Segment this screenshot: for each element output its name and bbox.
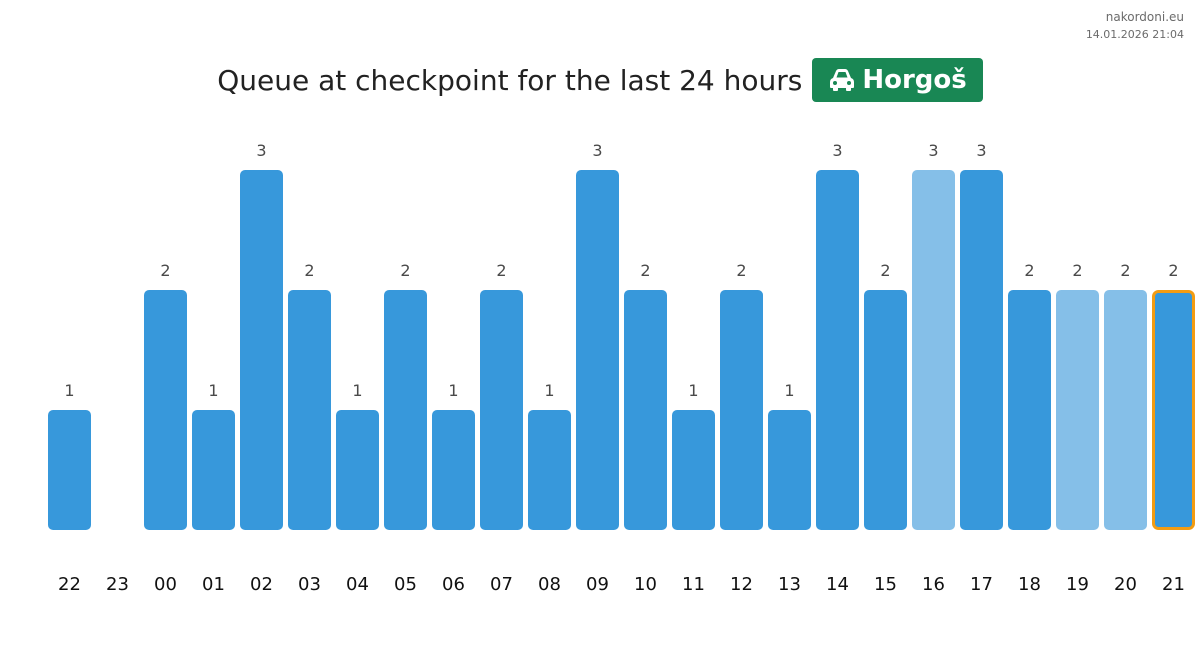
value-label-04: 1	[352, 381, 362, 400]
bar-18	[1008, 290, 1051, 530]
bar-22	[48, 410, 91, 530]
value-label-15: 2	[880, 261, 890, 280]
timestamp: 14.01.2026 21:04	[1085, 28, 1184, 41]
bar-21	[1152, 290, 1195, 530]
bar-02	[240, 170, 283, 530]
hour-label-15: 15	[874, 574, 897, 595]
value-label-14: 3	[832, 141, 842, 160]
site-branding: nakordoni.eu 14.01.2026 21:04	[1086, 9, 1184, 43]
hour-label-22: 22	[58, 574, 81, 595]
value-label-18: 2	[1024, 261, 1034, 280]
hour-label-10: 10	[634, 574, 657, 595]
value-label-02: 3	[256, 141, 266, 160]
hour-label-08: 08	[538, 574, 561, 595]
hour-label-05: 05	[394, 574, 417, 595]
bar-07	[480, 290, 523, 530]
value-label-09: 3	[592, 141, 602, 160]
hour-label-12: 12	[730, 574, 753, 595]
bar-04	[336, 410, 379, 530]
hour-label-19: 19	[1066, 574, 1089, 595]
hour-label-11: 11	[682, 574, 705, 595]
chart-title: Queue at checkpoint for the last 24 hour…	[217, 63, 803, 97]
value-label-00: 2	[160, 261, 170, 280]
bar-13	[768, 410, 811, 530]
value-label-03: 2	[304, 261, 314, 280]
checkpoint-badge: Horgoš	[812, 58, 983, 102]
bar-06	[432, 410, 475, 530]
hour-label-03: 03	[298, 574, 321, 595]
value-label-07: 2	[496, 261, 506, 280]
chart-header: Queue at checkpoint for the last 24 hour…	[0, 58, 1200, 102]
bar-17	[960, 170, 1003, 530]
hour-label-06: 06	[442, 574, 465, 595]
bar-14	[816, 170, 859, 530]
value-label-10: 2	[640, 261, 650, 280]
value-label-01: 1	[208, 381, 218, 400]
value-label-06: 1	[448, 381, 458, 400]
hour-label-01: 01	[202, 574, 225, 595]
hour-label-21: 21	[1162, 574, 1185, 595]
value-label-08: 1	[544, 381, 554, 400]
bar-19	[1056, 290, 1099, 530]
bar-09	[576, 170, 619, 530]
bar-01	[192, 410, 235, 530]
bar-10	[624, 290, 667, 530]
hour-label-13: 13	[778, 574, 801, 595]
hour-label-00: 00	[154, 574, 177, 595]
bar-20	[1104, 290, 1147, 530]
hour-label-07: 07	[490, 574, 513, 595]
bar-12	[720, 290, 763, 530]
value-label-13: 1	[784, 381, 794, 400]
hour-label-20: 20	[1114, 574, 1137, 595]
checkpoint-name: Horgoš	[862, 65, 967, 95]
value-label-05: 2	[400, 261, 410, 280]
hour-label-09: 09	[586, 574, 609, 595]
bar-03	[288, 290, 331, 530]
value-label-20: 2	[1120, 261, 1130, 280]
value-label-17: 3	[976, 141, 986, 160]
bar-00	[144, 290, 187, 530]
bar-15	[864, 290, 907, 530]
bar-08	[528, 410, 571, 530]
hour-label-17: 17	[970, 574, 993, 595]
value-label-22: 1	[64, 381, 74, 400]
hour-label-02: 02	[250, 574, 273, 595]
hour-label-14: 14	[826, 574, 849, 595]
value-label-16: 3	[928, 141, 938, 160]
value-label-19: 2	[1072, 261, 1082, 280]
value-label-12: 2	[736, 261, 746, 280]
hour-label-18: 18	[1018, 574, 1041, 595]
hour-label-04: 04	[346, 574, 369, 595]
site-name: nakordoni.eu	[1105, 10, 1184, 24]
bar-05	[384, 290, 427, 530]
value-label-21: 2	[1168, 261, 1178, 280]
value-label-11: 1	[688, 381, 698, 400]
car-icon	[828, 68, 856, 92]
bar-11	[672, 410, 715, 530]
hour-label-16: 16	[922, 574, 945, 595]
hour-label-23: 23	[106, 574, 129, 595]
bar-16	[912, 170, 955, 530]
